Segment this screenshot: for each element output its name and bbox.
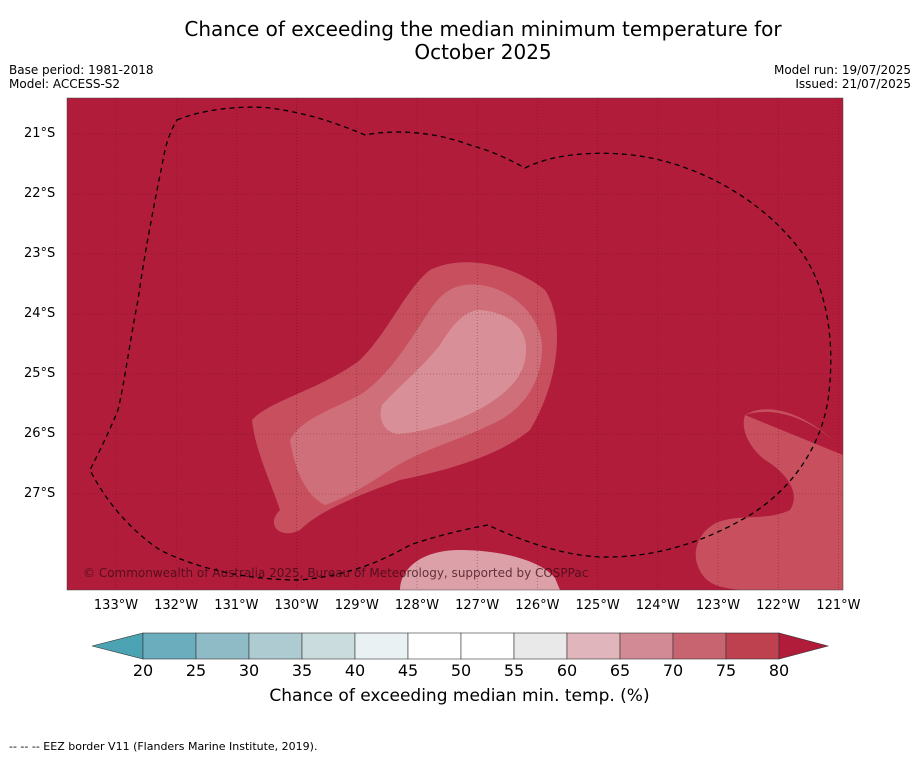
model-run: Model run: 19/07/2025: [773, 63, 911, 77]
issued-date: Issued: 21/07/2025: [795, 77, 911, 91]
footer-note: -- -- -- EEZ border V11 (Flanders Marine…: [9, 740, 318, 753]
latitude-label: 27°S: [24, 486, 56, 501]
latitude-label: 25°S: [24, 366, 56, 381]
colorbar: [91, 632, 830, 660]
longitude-label: 132°W: [154, 598, 199, 613]
colorbar-segment: [407, 632, 462, 660]
colorbar-tick-label: 40: [344, 661, 366, 680]
title-line-1: Chance of exceeding the median minimum t…: [184, 17, 782, 41]
longitude-label: 131°W: [214, 598, 259, 613]
eez-border: [89, 106, 832, 581]
longitude-label: 124°W: [635, 598, 680, 613]
longitude-label: 128°W: [394, 598, 440, 613]
latitude-label: 23°S: [24, 246, 56, 261]
colorbar-segment: [142, 632, 197, 660]
colorbar-tick-label: 30: [238, 661, 260, 680]
contour-bottom: [400, 550, 560, 590]
meta-left: Base period: 1981-2018 Model: ACCESS-S2: [9, 63, 154, 91]
colorbar-tick-label: 65: [609, 661, 631, 680]
meta-right: Model run: 19/07/2025 Issued: 21/07/2025: [774, 63, 911, 91]
longitude-label: 122°W: [756, 598, 801, 613]
colorbar-segment: [566, 632, 621, 660]
colorbar-segment: [513, 632, 568, 660]
longitude-label: 129°W: [334, 598, 379, 613]
model-name: Model: ACCESS-S2: [9, 77, 121, 91]
map-frame: [66, 97, 844, 591]
colorbar-under-extension: [91, 632, 144, 660]
latitude-label: 24°S: [24, 306, 56, 321]
colorbar-segment: [354, 632, 409, 660]
colorbar-segment: [619, 632, 674, 660]
colorbar-tick-label: 45: [397, 661, 419, 680]
colorbar-tick-label: 80: [768, 661, 790, 680]
colorbar-tick-label: 70: [662, 661, 684, 680]
colorbar-tick-label: 20: [132, 661, 154, 680]
longitude-label: 125°W: [575, 598, 620, 613]
contour-60-65: [380, 310, 527, 434]
colorbar-tick-label: 55: [503, 661, 525, 680]
colorbar-segment: [248, 632, 303, 660]
longitude-label: 121°W: [816, 598, 861, 613]
latitude-label: 26°S: [24, 426, 56, 441]
copyright-text: © Commonwealth of Australia 2025, Bureau…: [83, 566, 588, 580]
title-line-2: October 2025: [414, 40, 552, 64]
chart-title: Chance of exceeding the median minimum t…: [0, 18, 919, 64]
longitude-label: 126°W: [515, 598, 560, 613]
map-grid: [67, 98, 843, 590]
longitude-label: 127°W: [455, 598, 500, 613]
base-period: Base period: 1981-2018: [9, 63, 154, 77]
colorbar-tick-label: 60: [556, 661, 578, 680]
colorbar-segment: [725, 632, 780, 660]
colorbar-over-extension: [778, 632, 830, 660]
longitude-label: 130°W: [274, 598, 319, 613]
colorbar-segment: [460, 632, 515, 660]
longitude-label: 133°W: [93, 598, 139, 613]
colorbar-tick-label: 75: [715, 661, 737, 680]
latitude-label: 21°S: [24, 126, 56, 141]
colorbar-label: Chance of exceeding median min. temp. (%…: [269, 686, 650, 706]
longitude-label: 123°W: [695, 598, 741, 613]
colorbar-segment: [195, 632, 250, 660]
colorbar-tick-label: 25: [185, 661, 207, 680]
colorbar-tick-label: 50: [450, 661, 472, 680]
latitude-label: 22°S: [24, 186, 56, 201]
colorbar-segment: [301, 632, 356, 660]
map-area: © Commonwealth of Australia 2025, Bureau…: [67, 98, 843, 590]
contour-right: [695, 409, 843, 590]
colorbar-tick-label: 35: [291, 661, 313, 680]
colorbar-segment: [672, 632, 727, 660]
